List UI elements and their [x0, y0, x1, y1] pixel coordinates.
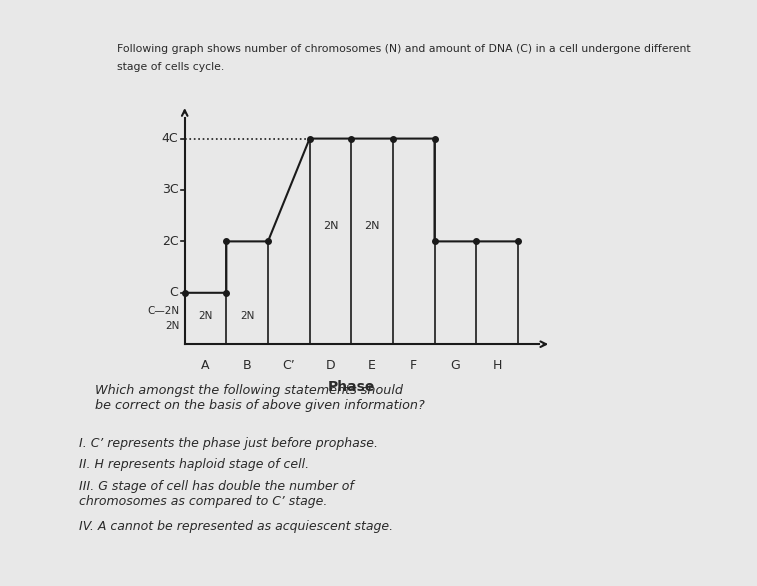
- Text: E: E: [368, 359, 376, 372]
- Text: Which amongst the following statements should
be correct on the basis of above g: Which amongst the following statements s…: [95, 384, 425, 412]
- Text: A: A: [201, 359, 210, 372]
- Text: 3C: 3C: [162, 183, 179, 196]
- Text: 2N: 2N: [165, 321, 179, 331]
- Text: I. C’ represents the phase just before prophase.: I. C’ represents the phase just before p…: [79, 437, 378, 449]
- Text: C—2N: C—2N: [148, 306, 179, 316]
- Text: H: H: [492, 359, 502, 372]
- Text: 2N: 2N: [198, 311, 213, 321]
- Text: 2C: 2C: [162, 235, 179, 248]
- Text: C’: C’: [282, 359, 295, 372]
- Text: IV. A cannot be represented as acquiescent stage.: IV. A cannot be represented as acquiesce…: [79, 520, 394, 533]
- Text: C: C: [170, 287, 179, 299]
- Text: 2N: 2N: [240, 311, 254, 321]
- Text: D: D: [326, 359, 335, 372]
- Text: III. G stage of cell has double the number of: III. G stage of cell has double the numb…: [79, 480, 354, 493]
- Text: stage of cells cycle.: stage of cells cycle.: [117, 62, 225, 71]
- Text: 2N: 2N: [322, 221, 338, 231]
- Text: G: G: [450, 359, 460, 372]
- Text: B: B: [243, 359, 251, 372]
- Text: II. H represents haploid stage of cell.: II. H represents haploid stage of cell.: [79, 458, 310, 471]
- Text: Following graph shows number of chromosomes (N) and amount of DNA (C) in a cell : Following graph shows number of chromoso…: [117, 44, 691, 54]
- Text: 4C: 4C: [162, 132, 179, 145]
- Text: Phase: Phase: [328, 380, 375, 394]
- Text: 2N: 2N: [364, 221, 380, 231]
- Text: F: F: [410, 359, 417, 372]
- Text: chromosomes as compared to C’ stage.: chromosomes as compared to C’ stage.: [79, 495, 328, 508]
